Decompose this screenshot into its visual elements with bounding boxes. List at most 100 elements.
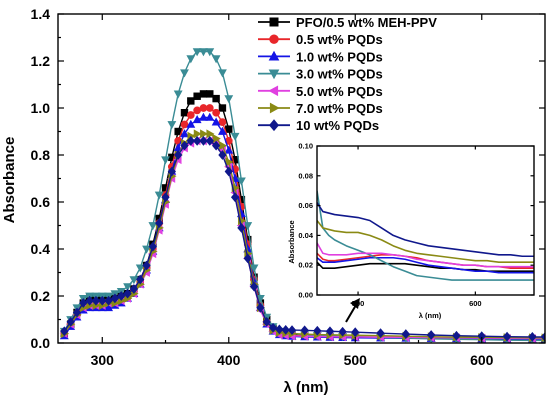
legend-label-5: 7.0 wt% PQDs [296,101,383,116]
inset-plot-background [317,146,534,295]
inset-series-4 [317,242,534,268]
main-data-point-6-23 [205,136,214,146]
main-data-point-3-21 [192,48,202,57]
inset-arrow-shaft [345,304,357,323]
legend-label-3: 3.0 wt% PQDs [296,67,383,82]
main-data-point-3-22 [199,48,208,57]
main-data-point-6-19 [180,140,189,151]
main-data-point-1-23 [205,104,214,112]
main-data-point-6-44 [427,330,436,340]
main-data-point-3-13 [142,245,151,254]
main-data-point-6-37 [300,325,309,336]
main-data-point-6-15 [155,218,164,229]
legend-item-1: 0.5 wt% PQDs [258,32,383,47]
main-data-point-6-28 [237,222,246,233]
main-data-point-6-24 [211,140,221,151]
main-data-point-6-20 [186,136,195,146]
main-data-point-6-8 [110,293,120,304]
main-data-point-0-22 [199,90,208,98]
main-data-point-6-40 [338,326,347,337]
main-data-point-6-5 [91,295,101,306]
legend-marker-5 [269,102,280,114]
main-data-point-3-14 [148,222,158,231]
main-y-tick-label-7: 1.4 [31,6,51,22]
inset-y-tick-label-5: 0.10 [298,142,313,151]
legend-marker-0 [269,17,279,27]
legend-item-3: 3.0 wt% PQDs [258,67,383,82]
main-data-point-3-20 [186,55,196,64]
main-data-point-3-17 [167,121,177,130]
main-data-point-6-42 [376,328,385,339]
main-data-point-6-9 [117,291,126,301]
main-data-point-1-20 [186,111,195,119]
main-x-axis-title: λ (nm) [284,379,329,396]
main-data-point-6-48 [528,332,537,342]
inset-y-tick-label-0: 0.00 [298,291,313,300]
main-data-point-3-28 [236,177,246,186]
main-y-tick-label-1: 0.2 [31,288,51,304]
main-data-point-6-47 [502,331,512,342]
inset-series-2 [317,256,534,274]
main-y-tick-label-0: 0.0 [31,335,51,351]
main-data-point-6-11 [129,284,139,294]
legend-label-1: 0.5 wt% PQDs [296,32,383,47]
main-data-point-5-21 [193,129,202,139]
main-data-point-6-25 [218,150,227,160]
main-data-point-3-16 [161,156,170,165]
main-data-point-6-0 [60,326,69,337]
main-data-point-3-24 [211,55,221,64]
legend-marker-4 [268,85,279,97]
main-data-point-6-4 [85,295,94,306]
main-data-point-6-27 [230,192,240,203]
main-data-point-3-23 [205,48,215,57]
legend-label-4: 5.0 wt% PQDs [296,84,383,99]
inset-y-axis-title: Absorbance [287,220,296,263]
main-y-tick-label-4: 0.8 [31,147,51,163]
main-data-point-1-25 [218,118,227,126]
main-data-point-3-30 [249,264,259,273]
main-data-point-3-18 [173,90,183,99]
main-data-point-6-26 [224,166,233,177]
main-x-tick-label-3: 600 [470,352,494,368]
main-data-point-6-45 [452,330,461,341]
main-data-point-2-20 [186,119,196,128]
legend-marker-6 [268,119,280,132]
main-data-point-5-23 [206,129,215,139]
main-data-point-2-24 [211,117,221,126]
inset-x-axis-title: λ (nm) [419,311,442,320]
legend-item-2: 1.0 wt% PQDs [258,49,383,64]
main-data-point-3-12 [135,264,145,273]
main-data-point-6-32 [262,316,271,327]
main-series-6 [60,136,545,342]
main-data-point-6-18 [174,150,183,160]
main-data-point-6-13 [142,260,151,271]
legend: PFO/0.5 wt% MEH-PPV 0.5 wt% PQDs 1.0 wt% P… [258,15,437,133]
inset-arrow-head [350,298,360,309]
main-data-point-6-33 [268,322,278,333]
legend-marker-1 [269,34,279,44]
inset-y-tick-label-4: 0.08 [298,171,313,180]
inset-series-3 [317,190,534,281]
main-x-tick-label-0: 300 [91,352,115,368]
main-data-point-0-25 [218,104,227,112]
main-data-point-6-1 [66,316,75,327]
inset-series-6 [317,202,534,258]
main-data-point-6-7 [104,295,113,306]
main-data-point-6-12 [136,274,145,285]
main-y-axis-title: Absorbance [1,137,18,224]
inset-series-line-5 [317,220,534,264]
main-data-point-1-19 [180,120,189,129]
main-data-point-2-21 [192,115,202,124]
main-data-point-3-27 [230,132,240,141]
inset-series-line-6 [317,202,534,258]
inset-series-line-3 [317,190,534,281]
main-data-point-3-19 [180,69,189,78]
main-data-point-6-43 [401,329,410,339]
main-data-point-6-22 [199,136,208,146]
legend-marker-3 [268,69,280,80]
main-data-point-0-19 [180,109,189,117]
main-data-point-6-39 [325,326,335,337]
inset-series-line-0 [317,261,534,272]
inset-y-tick-label-1: 0.02 [298,261,313,270]
